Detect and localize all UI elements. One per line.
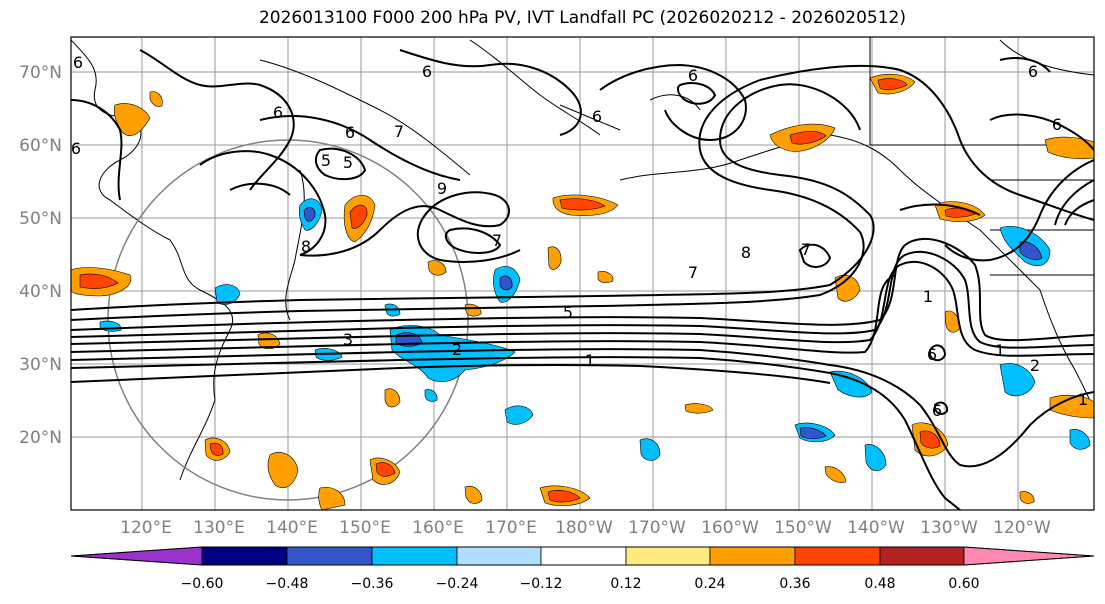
colorbar-segment [709,546,796,566]
contour-label: 6 [273,103,283,122]
colorbar [70,546,1095,566]
lat-tick-label: 70°N [19,63,62,83]
colorbar-tick-label: −0.24 [436,576,479,592]
contour-labels: 6 6 6 6 6 6 6 6 5 5 7 7 7 8 8 9 1 2 3 5 … [71,53,1088,420]
colorbar-segment [286,546,373,566]
contour-label: 5 [343,153,353,172]
colorbar-tick-label: 0.24 [694,576,725,592]
contour-label: 6 [71,139,81,158]
contour-label: 1 [995,341,1005,360]
contour-label: 6 [1028,62,1038,81]
contour-label: 7 [492,231,502,250]
contour-label: 8 [301,237,311,256]
lat-tick-label: 20°N [19,428,62,448]
contour-label: 6 [688,66,698,85]
contour-label: 6 [345,123,355,142]
contour-label: 2 [452,340,462,359]
lon-axis: 120°E 130°E 140°E 150°E 160°E 170°E 180°… [120,518,1051,538]
contour-label: 6 [73,53,83,72]
colorbar-tick-label: 0.60 [948,576,979,592]
pv-contours [71,49,1094,510]
map-title: 2026013100 F000 200 hPa PV, IVT Landfall… [258,8,906,28]
contour-label: 9 [437,179,447,198]
pv-shading [71,73,1094,510]
colorbar-segment [625,546,711,566]
colorbar-tick-label: 0.36 [779,576,810,592]
gridlines [71,37,1094,510]
lon-tick-label: 180°W [555,518,613,538]
contour-label: 5 [321,151,331,170]
lat-tick-label: 60°N [19,136,62,156]
lon-tick-label: 120°W [993,518,1051,538]
lon-tick-label: 130°W [920,518,978,538]
lon-tick-label: 150°E [339,518,391,538]
lon-tick-label: 150°W [774,518,832,538]
lon-tick-label: 170°W [628,518,686,538]
contour-label: 1 [923,287,933,306]
colorbar-segment [794,546,881,566]
lon-tick-label: 160°E [412,518,464,538]
contour-label: 1 [1078,390,1088,409]
colorbar-segment [201,546,288,566]
contour-label: 6 [592,107,602,126]
colorbar-tick-label: −0.36 [351,576,394,592]
map-frame [70,36,1095,511]
contour-label: 3 [343,330,353,349]
colorbar-segment [879,546,965,566]
lat-axis: 70°N 60°N 50°N 40°N 30°N 20°N [19,63,62,448]
contour-label: 7 [801,240,811,259]
colorbar-segment [963,546,1095,566]
lon-tick-label: 120°E [120,518,172,538]
colorbar-tick-label: 0.48 [864,576,895,592]
contour-label: 6 [422,62,432,81]
colorbar-segment [456,546,542,566]
lat-tick-label: 50°N [19,209,62,229]
contour-label: 6 [932,401,942,420]
lon-tick-label: 170°E [485,518,537,538]
contour-label: 1 [585,351,595,370]
contour-label: 7 [688,263,698,282]
colorbar-tick-label: −0.12 [520,576,563,592]
contour-label: 6 [1052,115,1062,134]
lon-tick-label: 140°W [847,518,905,538]
lon-tick-label: 130°E [193,518,245,538]
lat-tick-label: 40°N [19,282,62,302]
contour-label: 2 [1030,356,1040,375]
contour-label: 7 [394,122,404,141]
colorbar-segment [540,546,627,566]
contour-label: 6 [927,345,937,364]
lon-tick-label: 140°E [266,518,318,538]
colorbar-segment [371,546,458,566]
colorbar-segment [70,546,203,566]
colorbar-labels: −0.60 −0.48 −0.36 −0.24 −0.12 0.12 0.24 … [181,576,980,592]
colorbar-tick-label: −0.60 [181,576,224,592]
lon-tick-label: 160°W [701,518,759,538]
lat-tick-label: 30°N [19,355,62,375]
colorbar-tick-label: −0.48 [266,576,309,592]
contour-label: 5 [563,303,573,322]
contour-label: 8 [741,243,751,262]
range-circle [107,139,469,501]
colorbar-tick-label: 0.12 [610,576,641,592]
